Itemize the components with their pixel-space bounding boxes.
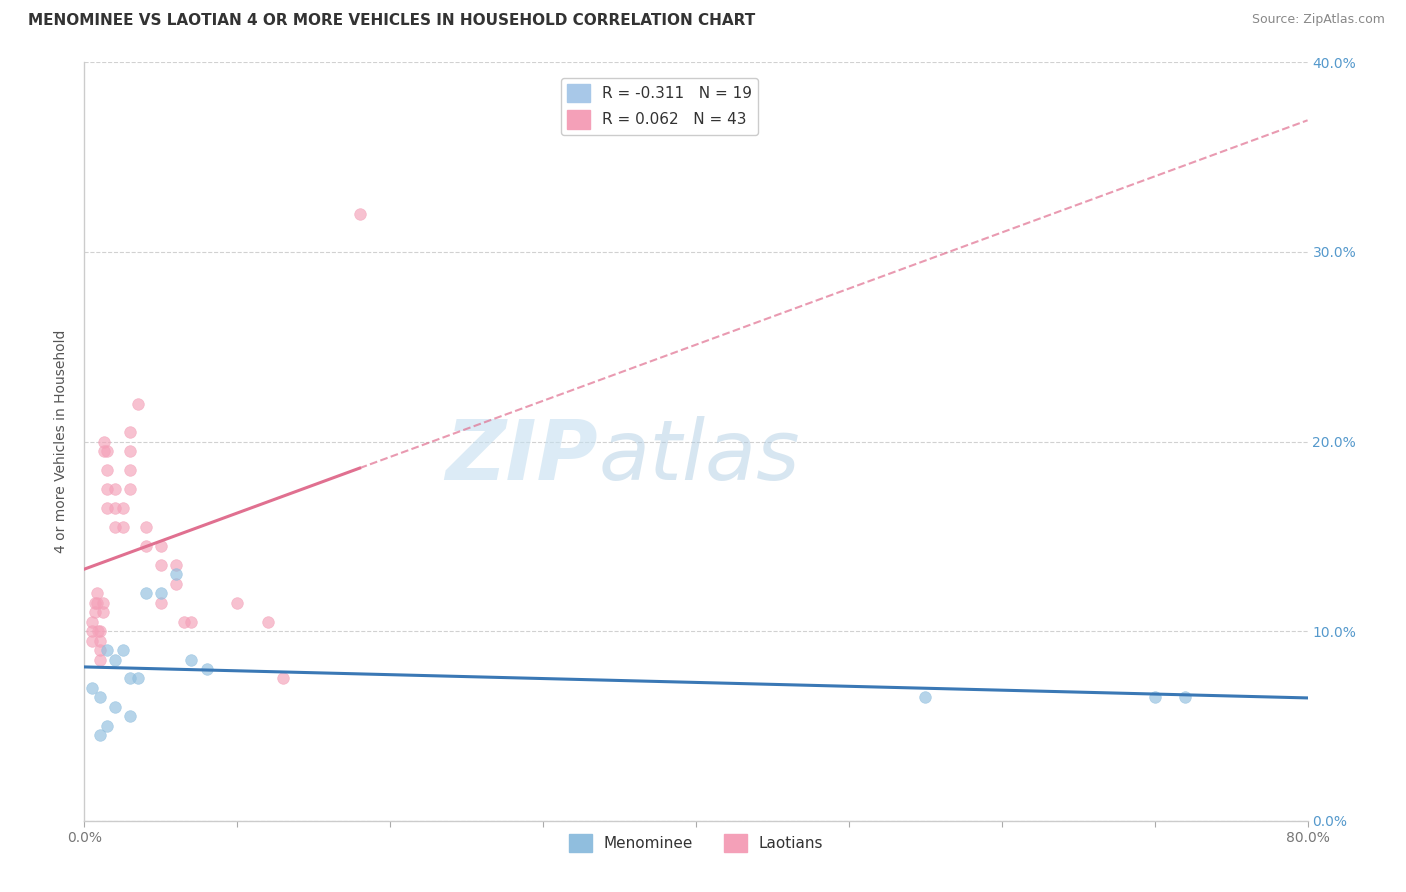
Point bbox=[135, 520, 157, 534]
Point bbox=[96, 463, 118, 477]
Point bbox=[135, 539, 157, 553]
Point bbox=[96, 500, 118, 515]
Point bbox=[104, 652, 127, 666]
Text: ZIP: ZIP bbox=[446, 417, 598, 497]
Text: MENOMINEE VS LAOTIAN 4 OR MORE VEHICLES IN HOUSEHOLD CORRELATION CHART: MENOMINEE VS LAOTIAN 4 OR MORE VEHICLES … bbox=[28, 13, 755, 29]
Point bbox=[104, 520, 127, 534]
Point bbox=[349, 207, 371, 221]
Point bbox=[120, 463, 142, 477]
Point bbox=[135, 586, 157, 600]
Point bbox=[104, 699, 127, 714]
Point bbox=[165, 567, 187, 582]
Point bbox=[257, 615, 280, 629]
Point bbox=[180, 615, 202, 629]
Point bbox=[120, 425, 142, 439]
Text: atlas: atlas bbox=[598, 417, 800, 497]
Point bbox=[104, 482, 127, 496]
Point bbox=[127, 396, 149, 410]
Point bbox=[149, 539, 172, 553]
Point bbox=[165, 558, 187, 572]
Point bbox=[165, 576, 187, 591]
Point bbox=[96, 643, 118, 657]
Point bbox=[84, 605, 107, 619]
Point bbox=[89, 643, 111, 657]
Point bbox=[120, 444, 142, 458]
Point bbox=[104, 500, 127, 515]
Point bbox=[111, 643, 134, 657]
Point bbox=[86, 596, 108, 610]
Point bbox=[914, 690, 936, 705]
Point bbox=[80, 681, 103, 695]
Point bbox=[1143, 690, 1166, 705]
Point bbox=[149, 558, 172, 572]
Point bbox=[120, 709, 142, 723]
Point bbox=[120, 482, 142, 496]
Point bbox=[93, 444, 115, 458]
Point bbox=[80, 624, 103, 639]
Point bbox=[111, 500, 134, 515]
Point bbox=[195, 662, 218, 676]
Point bbox=[271, 672, 294, 686]
Point bbox=[89, 690, 111, 705]
Point bbox=[89, 652, 111, 666]
Point bbox=[149, 586, 172, 600]
Point bbox=[96, 482, 118, 496]
Point bbox=[89, 728, 111, 742]
Point bbox=[1174, 690, 1197, 705]
Point bbox=[226, 596, 249, 610]
Point bbox=[173, 615, 195, 629]
Point bbox=[111, 520, 134, 534]
Text: Source: ZipAtlas.com: Source: ZipAtlas.com bbox=[1251, 13, 1385, 27]
Point bbox=[96, 444, 118, 458]
Point bbox=[89, 633, 111, 648]
Point bbox=[80, 615, 103, 629]
Point bbox=[96, 719, 118, 733]
Point bbox=[86, 586, 108, 600]
Point bbox=[91, 605, 114, 619]
Point bbox=[91, 596, 114, 610]
Legend: Menominee, Laotians: Menominee, Laotians bbox=[562, 828, 830, 858]
Point bbox=[89, 624, 111, 639]
Point bbox=[180, 652, 202, 666]
Point bbox=[80, 633, 103, 648]
Point bbox=[93, 434, 115, 449]
Point bbox=[149, 596, 172, 610]
Point bbox=[84, 596, 107, 610]
Y-axis label: 4 or more Vehicles in Household: 4 or more Vehicles in Household bbox=[55, 330, 69, 553]
Point bbox=[120, 672, 142, 686]
Point bbox=[127, 672, 149, 686]
Point bbox=[87, 624, 110, 639]
